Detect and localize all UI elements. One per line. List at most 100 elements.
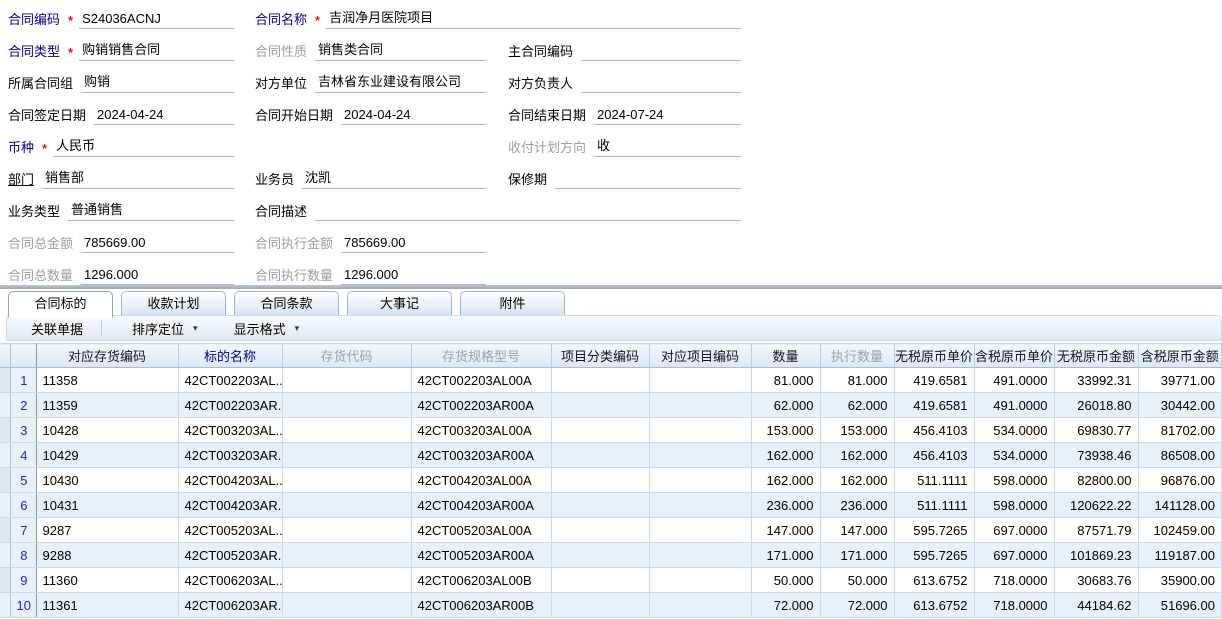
grid-cell[interactable]: 86508.00	[1138, 442, 1222, 468]
grid-cell[interactable]: 82800.00	[1054, 467, 1139, 493]
grid-cell[interactable]	[282, 542, 412, 568]
grid-cell[interactable]	[551, 467, 650, 493]
column-header-project-class-code[interactable]: 项目分类编码	[551, 343, 650, 368]
tab-contract-subject[interactable]: 合同标的	[8, 291, 113, 318]
row-indicator[interactable]	[0, 517, 11, 543]
grid-cell[interactable]	[649, 542, 752, 568]
grid-cell[interactable]: 72.000	[820, 592, 895, 618]
grid-cell[interactable]: 50.000	[820, 567, 895, 593]
grid-cell[interactable]: 69830.77	[1054, 417, 1139, 443]
warranty-period-input[interactable]	[555, 173, 741, 189]
grid-cell[interactable]: 42CT003203AR00A	[411, 442, 552, 468]
grid-cell[interactable]: 35900.00	[1138, 567, 1222, 593]
grid-cell[interactable]: 30442.00	[1138, 392, 1222, 418]
grid-cell[interactable]: 534.0000	[974, 442, 1055, 468]
grid-cell[interactable]: 120622.22	[1054, 492, 1139, 518]
grid-cell[interactable]: 10429	[36, 442, 179, 468]
grid-cell[interactable]: 511.1111	[894, 492, 975, 518]
grid-cell[interactable]: 62.000	[820, 392, 895, 418]
grid-cell[interactable]	[551, 492, 650, 518]
row-indicator[interactable]	[0, 492, 11, 518]
grid-cell[interactable]: 147.000	[820, 517, 895, 543]
grid-cell[interactable]: 42CT004203AR...	[178, 492, 283, 518]
counterparty-contact-input[interactable]	[581, 77, 741, 93]
grid-cell[interactable]: 42CT004203AL00A	[411, 467, 552, 493]
grid-cell[interactable]: 162.000	[751, 442, 821, 468]
grid-cell[interactable]: 42CT002203AR00A	[411, 392, 552, 418]
grid-cell[interactable]: 42CT005203AR00A	[411, 542, 552, 568]
grid-cell[interactable]: 697.0000	[974, 542, 1055, 568]
department-input[interactable]: 销售部	[42, 167, 234, 189]
grid-cell[interactable]: 72.000	[751, 592, 821, 618]
grid-cell[interactable]: 50.000	[751, 567, 821, 593]
department-link-label[interactable]: 部门	[8, 172, 35, 187]
grid-cell[interactable]: 30683.76	[1054, 567, 1139, 593]
grid-cell[interactable]: 153.000	[820, 417, 895, 443]
grid-cell[interactable]: 11359	[36, 392, 179, 418]
grid-cell[interactable]	[282, 517, 412, 543]
column-header-stock-code[interactable]: 存货代码	[282, 343, 412, 368]
grid-cell[interactable]	[282, 492, 412, 518]
salesperson-input[interactable]: 沈凯	[302, 167, 486, 189]
grid-cell[interactable]: 613.6752	[894, 567, 975, 593]
grid-cell[interactable]: 42CT005203AL00A	[411, 517, 552, 543]
column-header-quantity[interactable]: 数量	[751, 343, 821, 368]
grid-cell[interactable]: 87571.79	[1054, 517, 1139, 543]
grid-cell[interactable]	[282, 417, 412, 443]
grid-cell[interactable]: 419.6581	[894, 392, 975, 418]
grid-cell[interactable]: 171.000	[820, 542, 895, 568]
grid-cell[interactable]: 162.000	[820, 442, 895, 468]
grid-cell[interactable]	[551, 567, 650, 593]
counterparty-input[interactable]: 吉林省东业建设有限公司	[315, 71, 486, 93]
grid-cell[interactable]: 491.0000	[974, 392, 1055, 418]
tab-milestones[interactable]: 大事记	[347, 291, 452, 316]
grid-cell[interactable]	[551, 417, 650, 443]
row-number[interactable]: 2	[10, 392, 37, 418]
grid-cell[interactable]: 81.000	[820, 367, 895, 393]
sort-locate-button[interactable]: 排序定位 ▾	[120, 316, 210, 341]
grid-cell[interactable]: 419.6581	[894, 367, 975, 393]
grid-cell[interactable]	[551, 392, 650, 418]
grid-cell[interactable]: 39771.00	[1138, 367, 1222, 393]
grid-cell[interactable]: 697.0000	[974, 517, 1055, 543]
tab-payment-plan[interactable]: 收款计划	[121, 291, 226, 316]
grid-cell[interactable]: 491.0000	[974, 367, 1055, 393]
grid-cell[interactable]	[649, 592, 752, 618]
grid-cell[interactable]	[282, 467, 412, 493]
grid-cell[interactable]: 10430	[36, 467, 179, 493]
grid-cell[interactable]	[649, 442, 752, 468]
row-number[interactable]: 5	[10, 467, 37, 493]
grid-cell[interactable]: 598.0000	[974, 492, 1055, 518]
grid-cell[interactable]	[282, 567, 412, 593]
grid-cell[interactable]	[282, 592, 412, 618]
grid-cell[interactable]: 42CT004203AL...	[178, 467, 283, 493]
grid-cell[interactable]: 42CT006203AR00B	[411, 592, 552, 618]
row-indicator[interactable]	[0, 417, 11, 443]
grid-cell[interactable]: 147.000	[751, 517, 821, 543]
row-number[interactable]: 7	[10, 517, 37, 543]
grid-cell[interactable]: 73938.46	[1054, 442, 1139, 468]
row-number[interactable]: 10	[10, 592, 37, 618]
grid-cell[interactable]: 10431	[36, 492, 179, 518]
currency-input[interactable]: 人民币	[53, 135, 234, 157]
grid-cell[interactable]: 141128.00	[1138, 492, 1222, 518]
row-number[interactable]: 3	[10, 417, 37, 443]
row-indicator[interactable]	[0, 392, 11, 418]
grid-cell[interactable]	[649, 392, 752, 418]
row-number[interactable]: 6	[10, 492, 37, 518]
grid-cell[interactable]: 26018.80	[1054, 392, 1139, 418]
grid-cell[interactable]: 534.0000	[974, 417, 1055, 443]
grid-cell[interactable]: 511.1111	[894, 467, 975, 493]
grid-cell[interactable]: 42CT002203AL...	[178, 367, 283, 393]
sign-date-input[interactable]: 2024-04-24	[94, 107, 234, 125]
row-indicator[interactable]	[0, 442, 11, 468]
grid-cell[interactable]	[551, 592, 650, 618]
grid-cell[interactable]: 11358	[36, 367, 179, 393]
grid-cell[interactable]: 42CT003203AL00A	[411, 417, 552, 443]
grid-cell[interactable]	[649, 467, 752, 493]
grid-cell[interactable]: 9287	[36, 517, 179, 543]
grid-cell[interactable]: 42CT002203AR...	[178, 392, 283, 418]
business-type-input[interactable]: 普通销售	[68, 199, 234, 221]
row-indicator[interactable]	[0, 592, 11, 618]
grid-cell[interactable]: 81702.00	[1138, 417, 1222, 443]
